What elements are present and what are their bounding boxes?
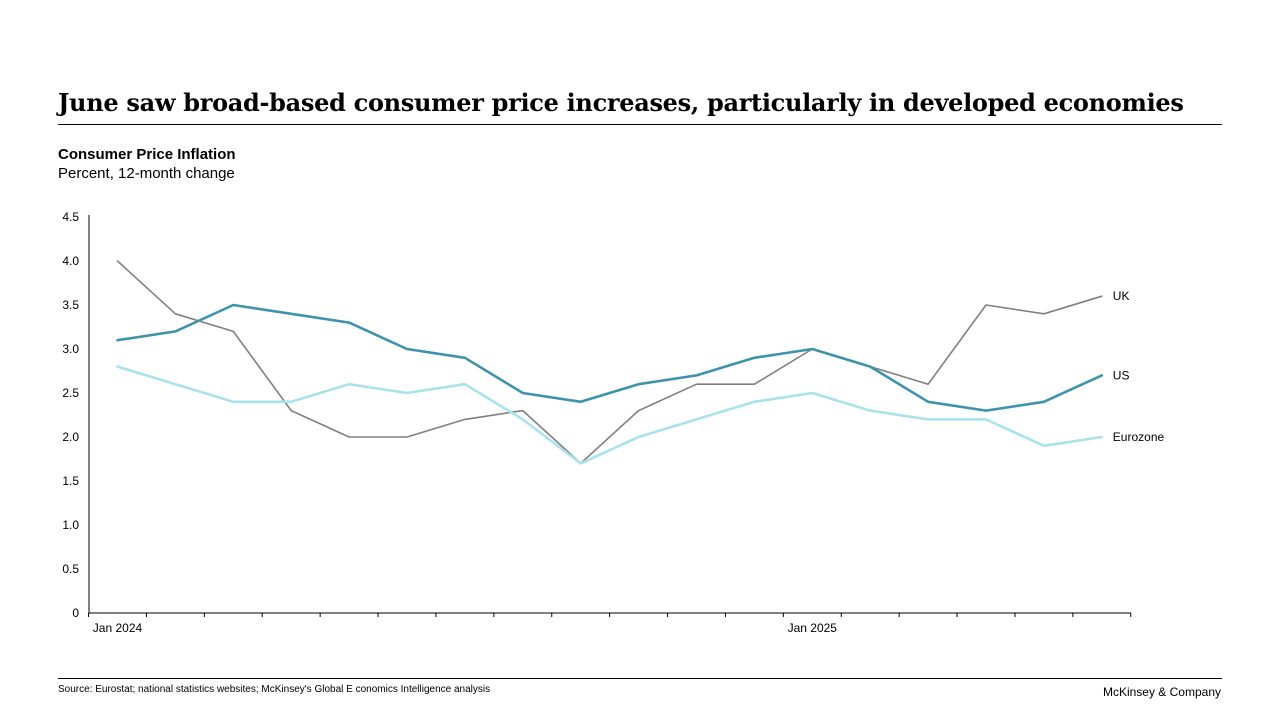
y-tick-label: 3.5 (62, 298, 79, 312)
series-label-us: US (1113, 368, 1130, 382)
y-tick-label: 0 (72, 606, 79, 620)
y-tick-label: 1.0 (62, 518, 79, 532)
x-axis: Jan 2024 Jan 2025 (88, 612, 1132, 635)
chart-subtitle: Percent, 12-month change (58, 165, 235, 182)
y-axis: 0 0.5 1.0 1.5 2.0 2.5 3.0 3.5 4.0 4.5 (62, 210, 90, 620)
y-tick-label: 4.0 (62, 254, 79, 268)
series-label-uk: UK (1113, 289, 1130, 303)
source-note: Source: Eurostat; national statistics we… (58, 684, 491, 695)
y-tick-label: 3.0 (62, 342, 79, 356)
x-tick-label: Jan 2024 (93, 621, 143, 635)
y-tick-label: 1.5 (62, 474, 79, 488)
y-tick-label: 2.0 (62, 430, 79, 444)
chart-title: Consumer Price Inflation (58, 146, 236, 163)
headline-rule (58, 124, 1222, 125)
series-line-uk (116, 260, 1103, 465)
brand-name: McKinsey & Company (1102, 685, 1221, 699)
series-line-eurozone (116, 365, 1104, 465)
y-tick-label: 0.5 (62, 562, 79, 576)
footer-rule (58, 678, 1222, 679)
y-tick-label: 2.5 (62, 386, 79, 400)
page-headline: June saw broad-based consumer price incr… (58, 88, 1184, 117)
series-labels: UK US Eurozone (1113, 289, 1165, 444)
series-lines (116, 260, 1104, 465)
y-tick-label: 4.5 (62, 210, 79, 224)
series-line-us (116, 303, 1104, 412)
series-label-eurozone: Eurozone (1113, 430, 1165, 444)
x-tick-label: Jan 2025 (788, 621, 838, 635)
